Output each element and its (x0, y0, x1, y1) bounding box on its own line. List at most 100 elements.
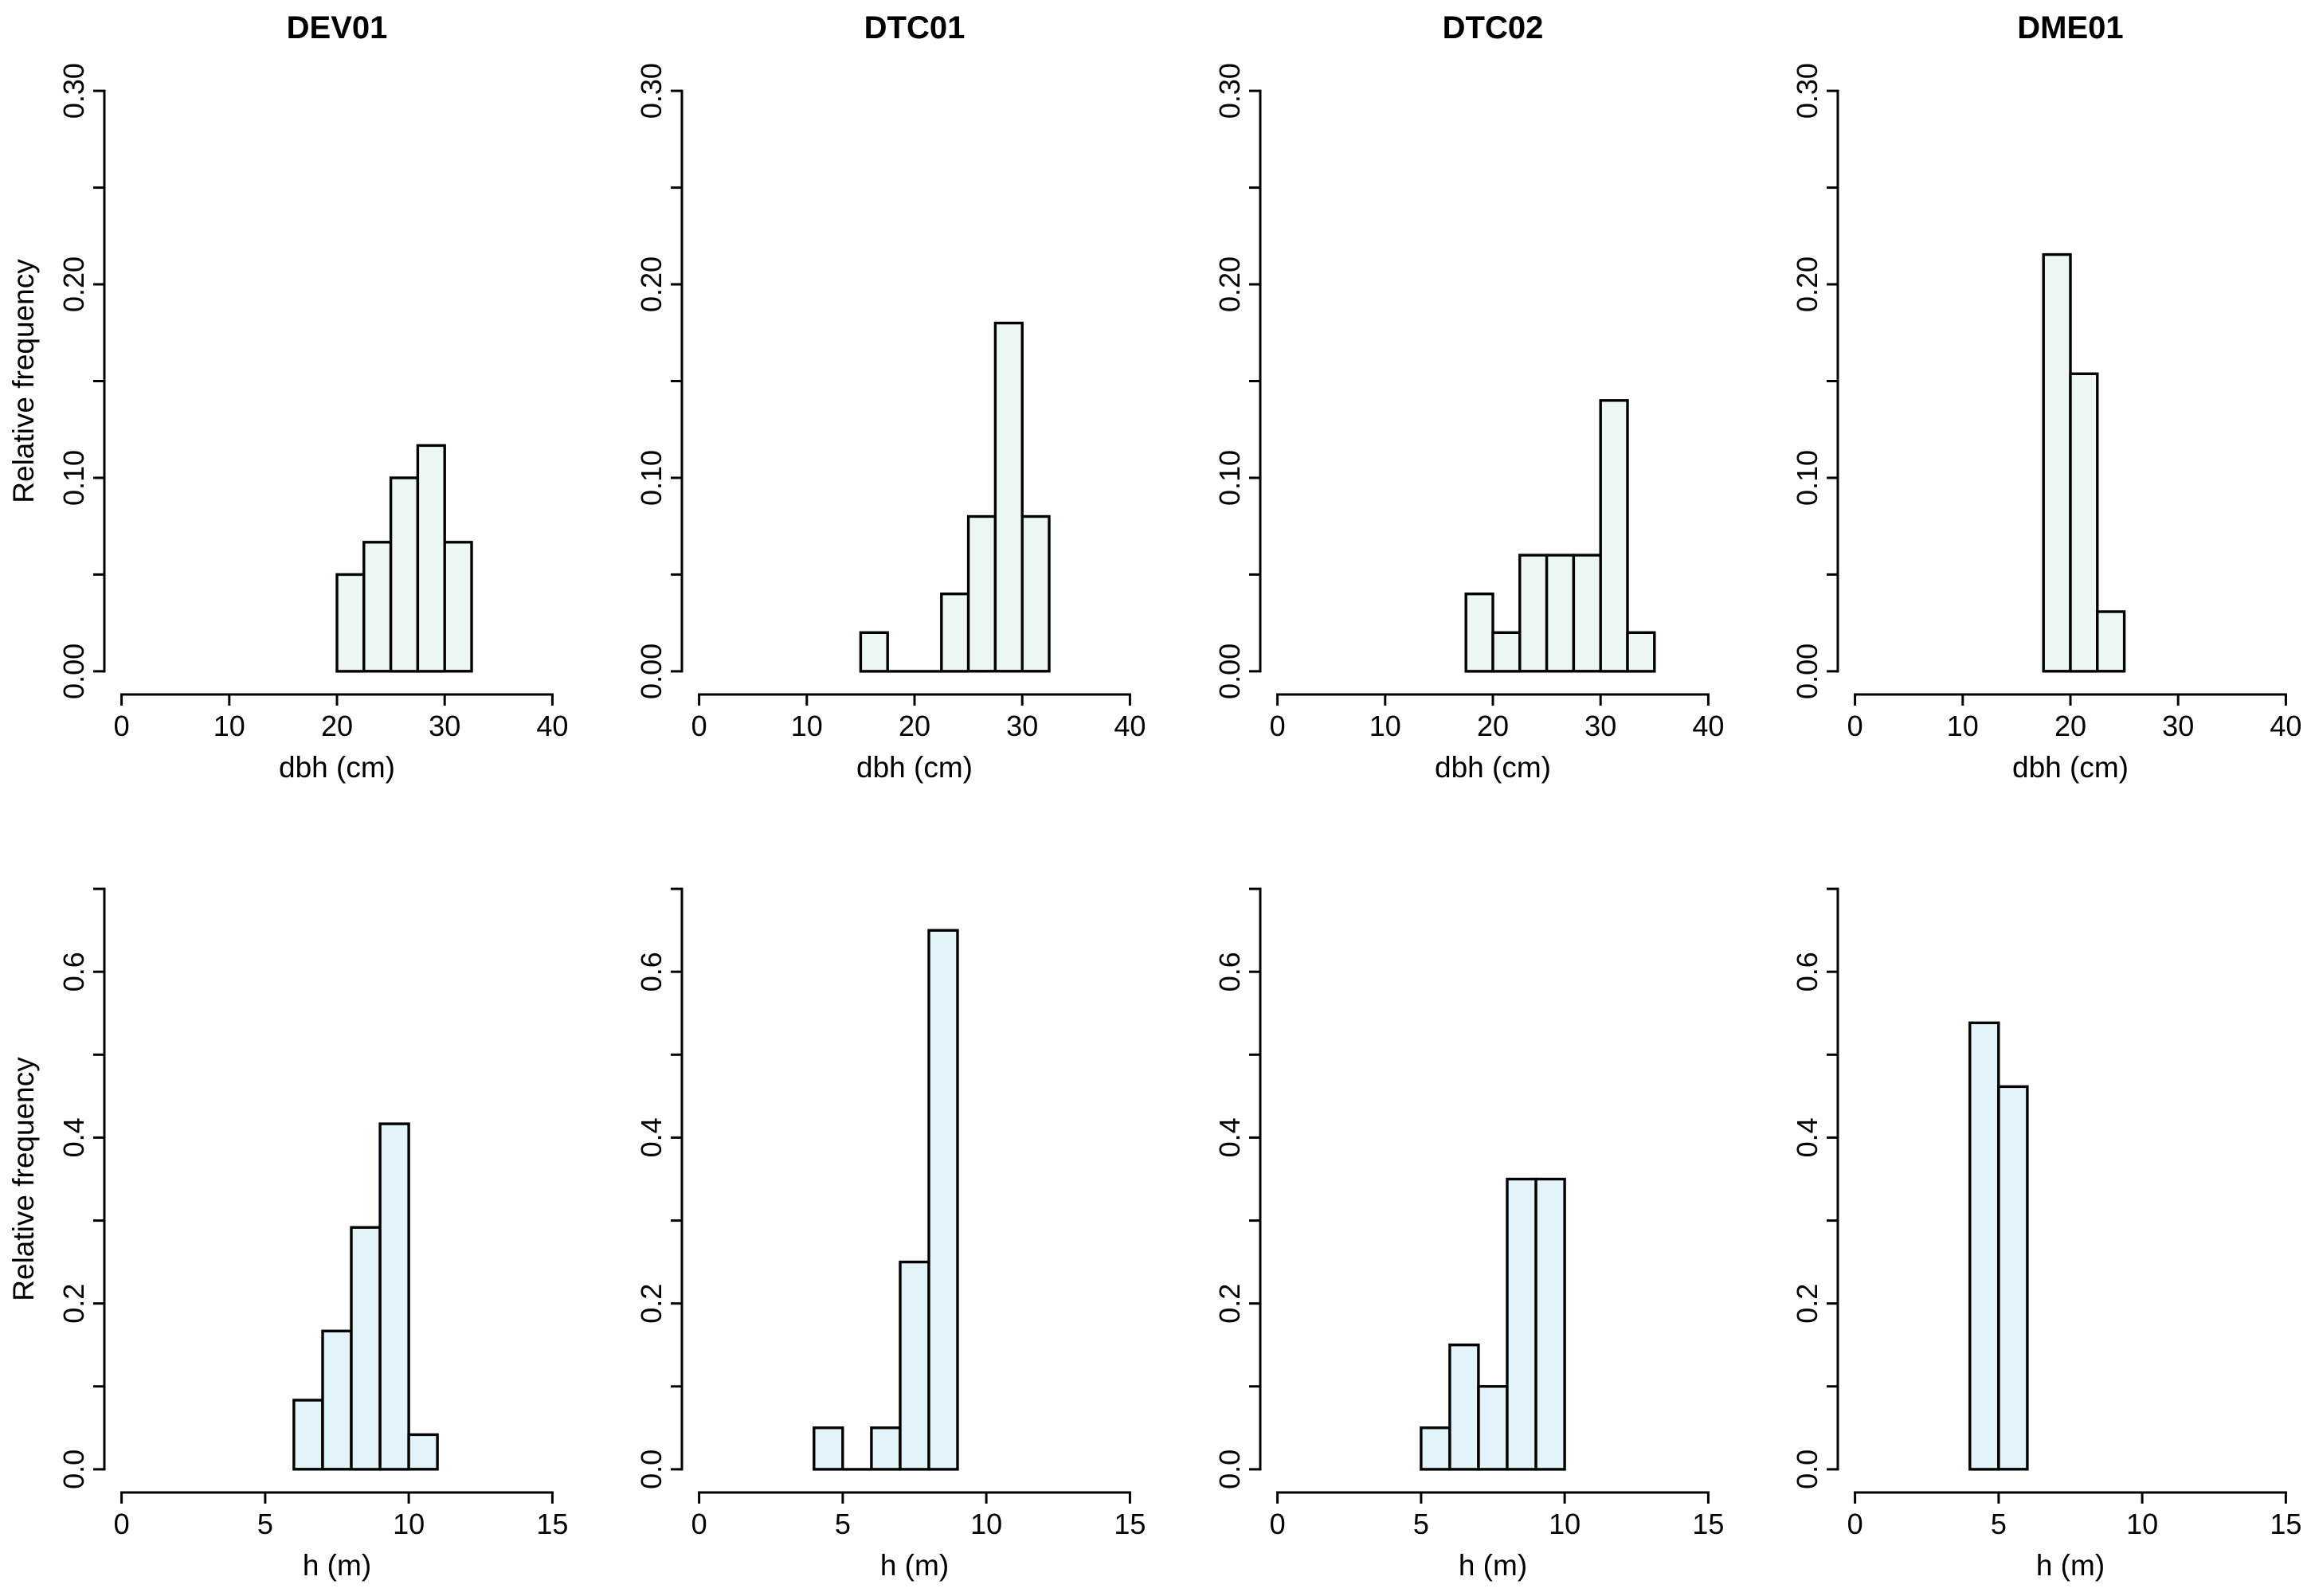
x-tick-label: 0 (1847, 1508, 1863, 1540)
y-tick-label: 0.00 (1791, 643, 1823, 699)
histogram-bar (2095, 610, 2126, 673)
x-axis-title: h (m) (303, 1549, 371, 1582)
histogram-bar (1572, 554, 1602, 673)
y-tick-label: 0.20 (1213, 256, 1246, 312)
x-axis: 0 10 20 30 40 dbh (cm) (691, 693, 1146, 784)
panel-title: DTC01 (864, 10, 966, 45)
y-tick-label: 0.30 (1791, 63, 1823, 119)
x-tick-label: 15 (2270, 1508, 2301, 1540)
y-axis-title: Relative frequency (7, 259, 40, 503)
histogram-bar (967, 514, 997, 673)
y-axis: 0.00 0.10 0.20 0.30 Relative frequency (7, 63, 106, 699)
x-tick-label: 20 (899, 710, 930, 742)
histogram-bar (1419, 1426, 1451, 1471)
x-tick-label: 5 (1991, 1508, 2007, 1540)
histogram-bar (870, 1426, 902, 1471)
y-tick-label: 0.4 (635, 1117, 668, 1157)
y-tick-label: 0.00 (57, 643, 90, 699)
x-tick-label: 10 (1369, 710, 1400, 742)
x-axis-title: h (m) (2036, 1549, 2105, 1582)
y-tick-label: 0.0 (57, 1449, 90, 1489)
histogram-bar (321, 1329, 353, 1471)
y-tick-label: 0.00 (635, 643, 668, 699)
histogram-bars (2042, 252, 2126, 673)
y-tick-label: 0.4 (1791, 1117, 1823, 1157)
y-tick-label: 0.10 (1213, 450, 1246, 506)
histogram-bar (1464, 593, 1494, 673)
x-tick-label: 10 (393, 1508, 425, 1540)
x-axis: 0 5 10 15 h (m) (691, 1491, 1146, 1582)
y-axis-title: Relative frequency (7, 1057, 40, 1301)
histogram-panel-dtc02-dbh: 0 10 20 30 40 dbh (cm) 0.00 0.10 0.20 0.30 DTC02 (1213, 10, 1724, 784)
y-axis: 0.0 0.2 0.4 0.6 (635, 887, 684, 1489)
histogram-bar (1447, 1344, 1480, 1471)
histogram-bars (1464, 399, 1655, 673)
x-axis-title: h (m) (880, 1549, 949, 1582)
panel-title: DME01 (2017, 10, 2123, 45)
x-tick-label: 0 (1269, 710, 1285, 742)
y-axis: 0.00 0.10 0.20 0.30 (1213, 63, 1261, 699)
histogram-bar (350, 1226, 382, 1471)
histogram-bar (1545, 554, 1575, 673)
y-tick-label: 0.6 (635, 952, 668, 992)
y-tick-label: 0.6 (1791, 952, 1823, 992)
y-tick-label: 0.6 (1213, 952, 1246, 992)
histogram-panel-dtc01-dbh: 0 10 20 30 40 dbh (cm) 0.00 0.10 0.20 0.30 DTC01 (635, 10, 1146, 784)
y-axis: 0.00 0.10 0.20 0.30 (635, 63, 684, 699)
x-tick-label: 15 (1692, 1508, 1724, 1540)
histogram-panel-dev01-h: 0 5 10 15 h (m) 0.0 0.2 0.4 0.6 Relative frequenc… (7, 887, 568, 1582)
y-tick-label: 0.4 (57, 1117, 90, 1157)
histogram-bars (335, 444, 473, 673)
x-tick-label: 30 (1006, 710, 1038, 742)
y-axis: 0.0 0.2 0.4 0.6 Relative frequency (7, 887, 106, 1489)
x-axis-title: dbh (cm) (279, 751, 395, 784)
x-axis-title: dbh (cm) (1435, 751, 1551, 784)
y-axis: 0.0 0.2 0.4 0.6 (1791, 887, 1839, 1489)
y-tick-label: 0.10 (635, 450, 668, 506)
x-axis-title: dbh (cm) (2012, 751, 2129, 784)
histogram-bar (378, 1122, 410, 1471)
histogram-bar (407, 1433, 439, 1471)
y-tick-label: 0.10 (57, 450, 90, 506)
histogram-bar (993, 321, 1024, 673)
x-tick-label: 15 (536, 1508, 568, 1540)
histogram-bars (813, 929, 959, 1471)
histogram-bars (292, 1122, 439, 1471)
x-tick-label: 0 (1847, 710, 1863, 742)
y-tick-label: 0.4 (1213, 1117, 1246, 1157)
histogram-bar (940, 593, 970, 673)
x-tick-label: 15 (1114, 1508, 1146, 1540)
histogram-bar (1518, 554, 1548, 673)
x-tick-label: 0 (691, 1508, 707, 1540)
histogram-bar (927, 929, 959, 1471)
x-tick-label: 20 (2054, 710, 2086, 742)
x-tick-label: 10 (213, 710, 245, 742)
histogram-bar (443, 541, 473, 673)
x-tick-label: 0 (691, 710, 707, 742)
x-tick-label: 0 (1269, 1508, 1285, 1540)
y-tick-label: 0.2 (1791, 1284, 1823, 1324)
y-tick-label: 0.0 (1791, 1449, 1823, 1489)
histogram-bar (1020, 514, 1051, 673)
x-axis: 0 10 20 30 40 dbh (cm) (114, 693, 568, 784)
histogram-panel-dev01-dbh: 0 10 20 30 40 dbh (cm) 0.00 0.10 0.20 0.30 Relativ… (7, 10, 568, 784)
y-tick-label: 0.0 (635, 1449, 668, 1489)
y-tick-label: 0.30 (57, 63, 90, 119)
y-tick-label: 0.10 (1791, 450, 1823, 506)
histogram-bar (859, 631, 890, 673)
histogram-bar (362, 541, 393, 673)
x-tick-label: 30 (429, 710, 460, 742)
y-tick-label: 0.30 (1213, 63, 1246, 119)
x-axis: 0 5 10 15 h (m) (1847, 1491, 2301, 1582)
y-tick-label: 0.30 (635, 63, 668, 119)
histogram-bar (1505, 1177, 1537, 1471)
x-tick-label: 30 (1584, 710, 1616, 742)
y-axis: 0.0 0.2 0.4 0.6 (1213, 887, 1261, 1489)
x-tick-label: 20 (1476, 710, 1508, 742)
x-tick-label: 5 (1412, 1508, 1428, 1540)
x-tick-label: 40 (1114, 710, 1146, 742)
x-axis: 0 10 20 30 40 dbh (cm) (1847, 693, 2301, 784)
x-tick-label: 10 (791, 710, 823, 742)
histogram-bar (389, 476, 420, 673)
